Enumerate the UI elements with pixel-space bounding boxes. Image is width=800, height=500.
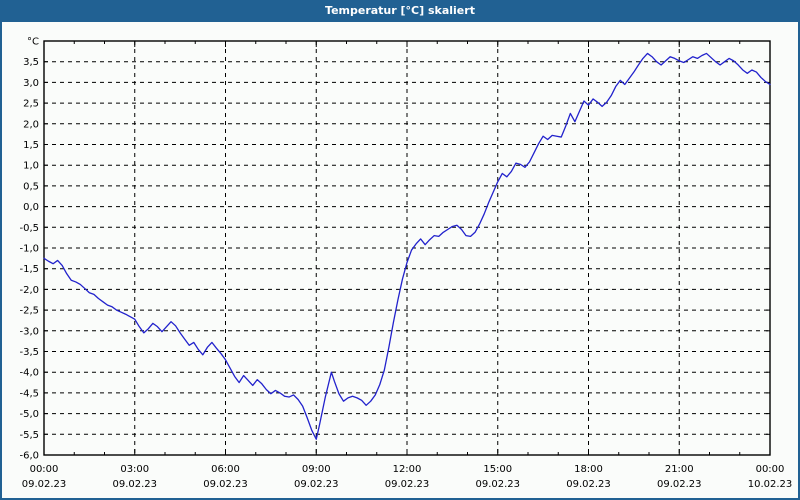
x-tick-label-time: 00:00 (30, 464, 59, 475)
y-tick-label: 2,0 (23, 119, 39, 130)
y-tick-label: -5,5 (19, 430, 39, 441)
y-axis-unit-label: °C (27, 37, 39, 48)
x-tick-label-date: 09.02.23 (385, 479, 430, 490)
plot-frame (43, 40, 771, 456)
y-tick-label: 1,0 (23, 161, 39, 172)
y-tick-label: -2,5 (19, 306, 39, 317)
temperature-line-chart: 3,5 3,0 2,5 2,0 1,5 1,0 0,5 0,0 -0,5 -1,0 -1,5 -2,0… (19, 37, 793, 491)
x-tick-label-date: 09.02.23 (566, 479, 611, 490)
window-title: Temperatur [°C] skaliert (0, 0, 800, 22)
y-tick-label: 3,0 (23, 78, 39, 89)
y-tick-label: -5,0 (19, 409, 39, 420)
y-tick-label: -3,5 (19, 347, 39, 358)
plot-border (43, 40, 771, 456)
x-tick-label-date: 09.02.23 (294, 479, 339, 490)
y-tick-label: -1,5 (19, 264, 39, 275)
y-tick-label: -6,0 (19, 451, 39, 462)
y-tick-label: 3,5 (23, 57, 39, 68)
x-tick-label-time: 15:00 (483, 464, 512, 475)
x-tick-label-time: 00:00 (756, 464, 785, 475)
plot-area: 3,5 3,0 2,5 2,0 1,5 1,0 0,5 0,0 -0,5 -1,0 -1,5 -2,0… (0, 22, 800, 500)
y-tick-label: 2,5 (23, 99, 39, 110)
x-tick-label-time: 21:00 (665, 464, 694, 475)
x-tick-label-date: 09.02.23 (112, 479, 157, 490)
x-tick-label-time: 03:00 (120, 464, 149, 475)
x-tick-label-date: 09.02.23 (657, 479, 702, 490)
x-tick-label-time: 18:00 (574, 464, 603, 475)
series-layer (43, 52, 771, 440)
x-tick-label-time: 09:00 (302, 464, 331, 475)
x-tick-label-date: 09.02.23 (475, 479, 520, 490)
x-tick-label-time: 12:00 (393, 464, 422, 475)
y-tick-label: -4,5 (19, 388, 39, 399)
y-axis-labels: 3,5 3,0 2,5 2,0 1,5 1,0 0,5 0,0 -0,5 -1,0 -1,5 -2,0… (19, 57, 39, 461)
x-axis-labels: 00:00 09.02.23 03:00 09.02.23 06:00 09.02.23 0… (22, 464, 793, 490)
gridlines (44, 41, 770, 456)
x-tick-label-time: 06:00 (211, 464, 240, 475)
x-tick-label-date: 10.02.23 (748, 479, 793, 490)
series-line-temperatur (43, 52, 771, 440)
x-tick-label-date: 09.02.23 (203, 479, 248, 490)
x-tick-label-date: 09.02.23 (22, 479, 67, 490)
y-tick-label: 0,5 (23, 181, 39, 192)
y-tick-label: -2,0 (19, 285, 39, 296)
y-tick-label: -1,0 (19, 244, 39, 255)
y-tick-label: -3,0 (19, 326, 39, 337)
y-tick-label: -0,5 (19, 223, 39, 234)
y-tick-label: -4,0 (19, 368, 39, 379)
y-tick-label: 0,0 (23, 202, 39, 213)
y-axis-unit: °C (27, 37, 39, 48)
y-tick-label: 1,5 (23, 140, 39, 151)
